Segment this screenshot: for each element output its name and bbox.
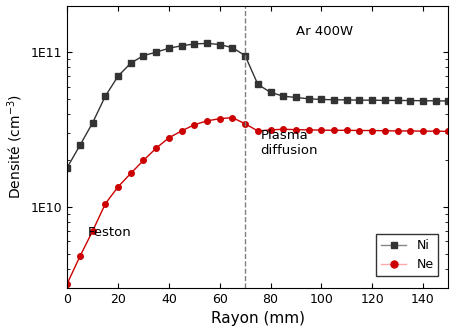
- Ne: [128, 171, 133, 175]
- Ne: [115, 185, 121, 189]
- Ni: [230, 45, 235, 49]
- Text: Ar 400W: Ar 400W: [296, 25, 353, 38]
- Ni: [77, 143, 83, 147]
- Ne: [103, 202, 108, 206]
- Ne: [395, 129, 400, 133]
- Y-axis label: Densité (cm$^{-3}$): Densité (cm$^{-3}$): [5, 94, 25, 199]
- Ne: [141, 158, 146, 162]
- Ne: [370, 128, 375, 132]
- Ne: [77, 254, 83, 258]
- Ni: [382, 99, 388, 103]
- Ne: [344, 128, 350, 132]
- Ne: [293, 128, 299, 132]
- Ne: [217, 117, 222, 121]
- Ni: [268, 90, 273, 94]
- Ne: [433, 129, 439, 133]
- Ni: [281, 94, 286, 98]
- Ni: [255, 82, 261, 86]
- Ni: [153, 50, 159, 54]
- Ne: [153, 146, 159, 150]
- Ni: [90, 121, 95, 125]
- Ni: [115, 74, 121, 78]
- Ne: [204, 119, 210, 123]
- Ni: [370, 98, 375, 102]
- Ne: [331, 128, 337, 132]
- Ni: [344, 98, 350, 102]
- Ne: [319, 128, 324, 132]
- Ni: [242, 54, 248, 58]
- Ni: [357, 98, 362, 102]
- Ne: [446, 129, 451, 133]
- Ni: [141, 54, 146, 58]
- Line: Ne: Ne: [64, 115, 451, 287]
- Ne: [255, 129, 261, 133]
- Ni: [331, 98, 337, 102]
- X-axis label: Rayon (mm): Rayon (mm): [211, 311, 305, 326]
- Ni: [103, 94, 108, 98]
- Ni: [128, 61, 133, 65]
- Ne: [90, 229, 95, 233]
- Ne: [166, 136, 172, 140]
- Ni: [395, 99, 400, 103]
- Ni: [408, 99, 413, 103]
- Ni: [420, 99, 426, 103]
- Ni: [433, 99, 439, 103]
- Ne: [306, 128, 311, 132]
- Ni: [179, 44, 184, 48]
- Ne: [382, 129, 388, 133]
- Legend: Ni, Ne: Ni, Ne: [376, 234, 439, 276]
- Ni: [217, 42, 222, 46]
- Ne: [268, 128, 273, 132]
- Ni: [64, 166, 70, 170]
- Ne: [281, 127, 286, 131]
- Ne: [64, 282, 70, 286]
- Ni: [446, 99, 451, 103]
- Ni: [204, 42, 210, 45]
- Ni: [192, 42, 197, 46]
- Ne: [408, 129, 413, 133]
- Ne: [420, 129, 426, 133]
- Ne: [357, 128, 362, 132]
- Line: Ni: Ni: [64, 41, 451, 170]
- Ne: [230, 116, 235, 120]
- Ni: [319, 98, 324, 102]
- Ni: [293, 96, 299, 100]
- Ne: [242, 122, 248, 126]
- Ne: [192, 123, 197, 127]
- Ni: [166, 46, 172, 50]
- Text: Feston: Feston: [88, 226, 131, 239]
- Ni: [306, 97, 311, 101]
- Text: Plasma
diffusion: Plasma diffusion: [260, 129, 318, 157]
- Ne: [179, 129, 184, 133]
